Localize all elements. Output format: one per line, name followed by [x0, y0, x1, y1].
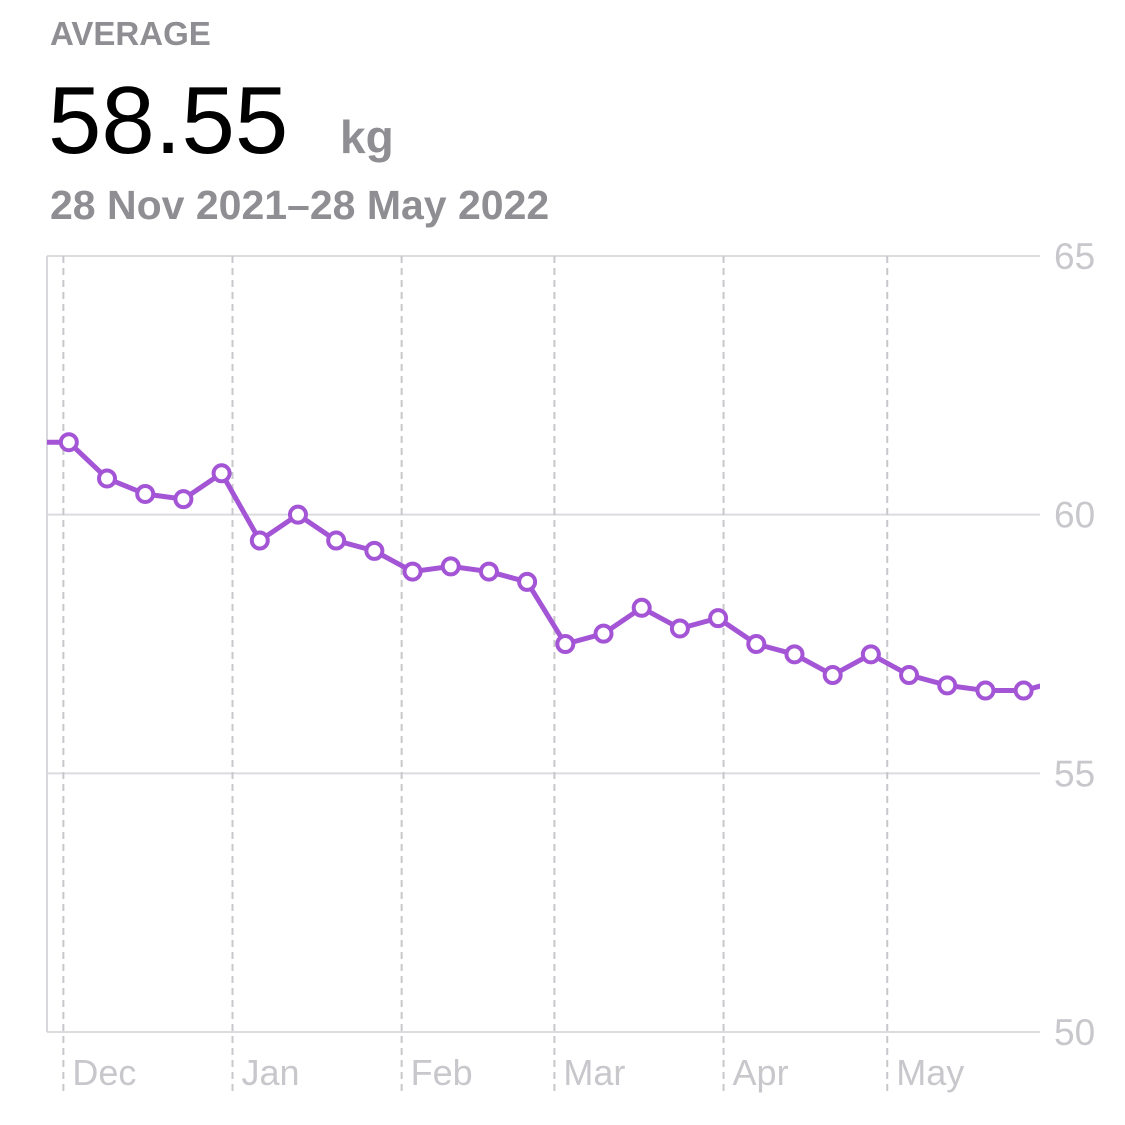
point: [1054, 672, 1070, 688]
subtitle: 28 Nov 2021–28 May 2022: [50, 182, 549, 228]
y-tick-label: 65: [1054, 236, 1095, 277]
point: [364, 540, 385, 561]
point: [746, 634, 767, 654]
point: [899, 665, 920, 686]
point: [822, 665, 843, 686]
point: [249, 530, 270, 551]
point: [402, 561, 423, 582]
point: [58, 432, 79, 453]
x-tick-label: Jan: [242, 1052, 300, 1093]
unit: kg: [340, 111, 394, 163]
point: [784, 644, 805, 665]
point: [937, 675, 958, 696]
label: AVERAGE: [50, 15, 211, 52]
point: [860, 644, 881, 665]
y-tick-label: 50: [1054, 1012, 1095, 1053]
line: [47, 439, 1040, 694]
point: [440, 556, 461, 577]
point: [631, 597, 652, 618]
x-tick-label: May: [896, 1052, 964, 1093]
point: [1013, 680, 1034, 701]
point: [97, 468, 118, 489]
point: [287, 504, 308, 525]
point: [173, 489, 194, 510]
x-tick-label: Feb: [411, 1052, 473, 1093]
plot-area: [23, 432, 1070, 701]
average-value: 58.55: [48, 67, 288, 174]
point: [669, 618, 690, 639]
point: [555, 634, 576, 654]
x-tick-label: Dec: [72, 1052, 136, 1093]
point: [326, 530, 347, 551]
y-tick-label: 60: [1054, 495, 1095, 536]
y-tick-label: 55: [1054, 753, 1095, 794]
point: [211, 463, 232, 484]
x-tick-label: Apr: [733, 1052, 789, 1093]
point: [23, 434, 39, 450]
point: [593, 623, 614, 644]
point: [478, 561, 499, 582]
point: [517, 571, 538, 592]
point: [975, 680, 996, 701]
point: [708, 608, 729, 629]
point: [135, 483, 156, 504]
x-tick-label: Mar: [563, 1052, 625, 1093]
